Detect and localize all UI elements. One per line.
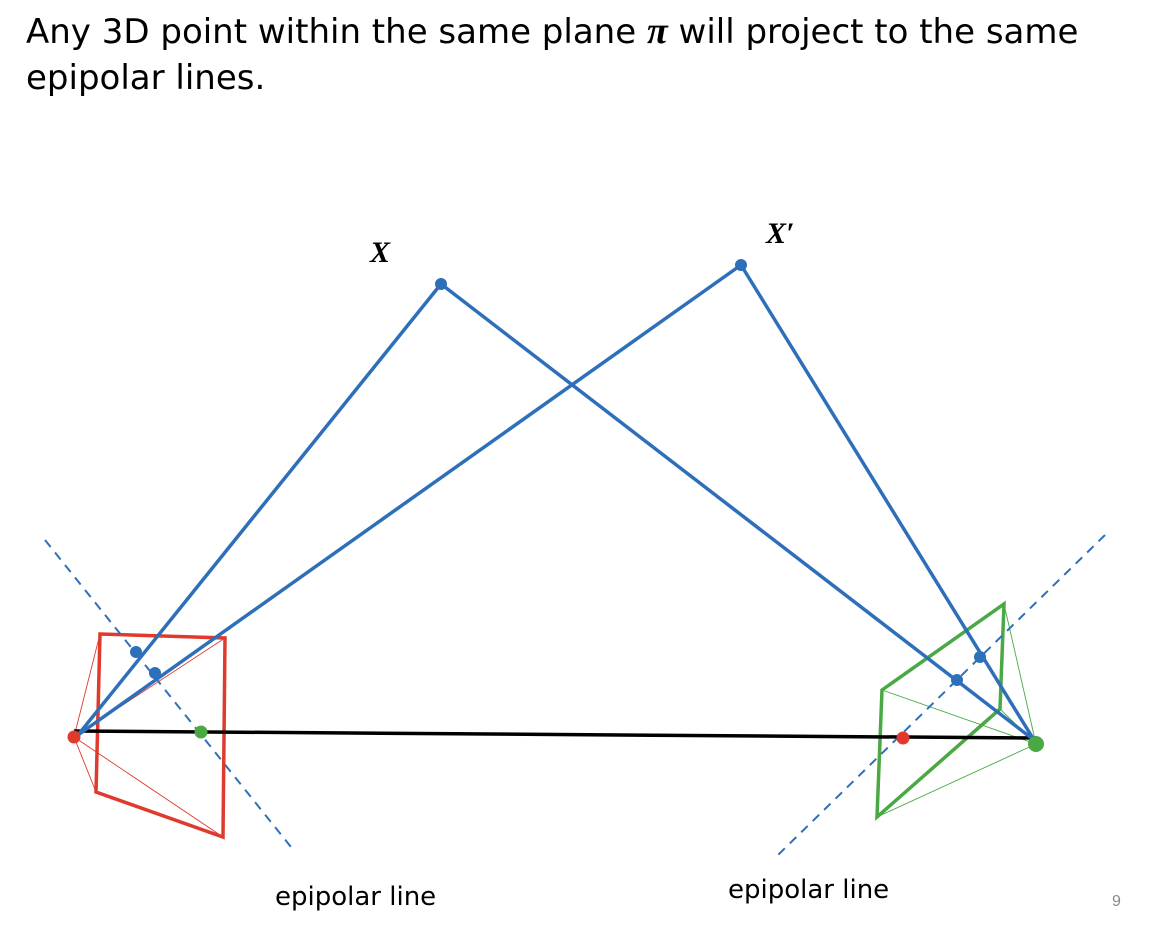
slide-number: 9 (1112, 893, 1121, 910)
title-text-start: Any 3D point within the same plane (26, 12, 647, 52)
left-camera-center (67, 730, 81, 744)
plane-pi-symbol: π (646, 10, 668, 52)
point-x-prime (735, 259, 747, 271)
label-x-prime: X′ (765, 217, 794, 250)
left-epipolar-dashed-line (44, 539, 296, 853)
label-x: X (369, 236, 391, 269)
right-projection-x-prime (974, 651, 986, 663)
baseline (73, 729, 1037, 740)
title-text-end: will project to the same epipolar lines. (26, 12, 1079, 98)
right-camera-center (1028, 736, 1044, 752)
right-epipolar-line-caption: epipolar line (728, 875, 889, 905)
right-epipolar-dashed-line (777, 534, 1106, 856)
right-epipole (896, 731, 910, 745)
left-image-plane (94, 632, 227, 840)
rays-from-x-prime (76, 263, 1036, 742)
left-projection-x (130, 646, 142, 658)
left-projection-x-prime (149, 667, 161, 679)
right-projection-x (951, 674, 963, 686)
rays-from-x (76, 282, 1036, 742)
left-epipolar-line-caption: epipolar line (275, 882, 436, 912)
left-epipole (194, 725, 208, 739)
point-x (435, 278, 447, 290)
slide-title: Any 3D point within the same plane π wil… (26, 8, 1136, 101)
right-image-plane (875, 600, 1006, 822)
